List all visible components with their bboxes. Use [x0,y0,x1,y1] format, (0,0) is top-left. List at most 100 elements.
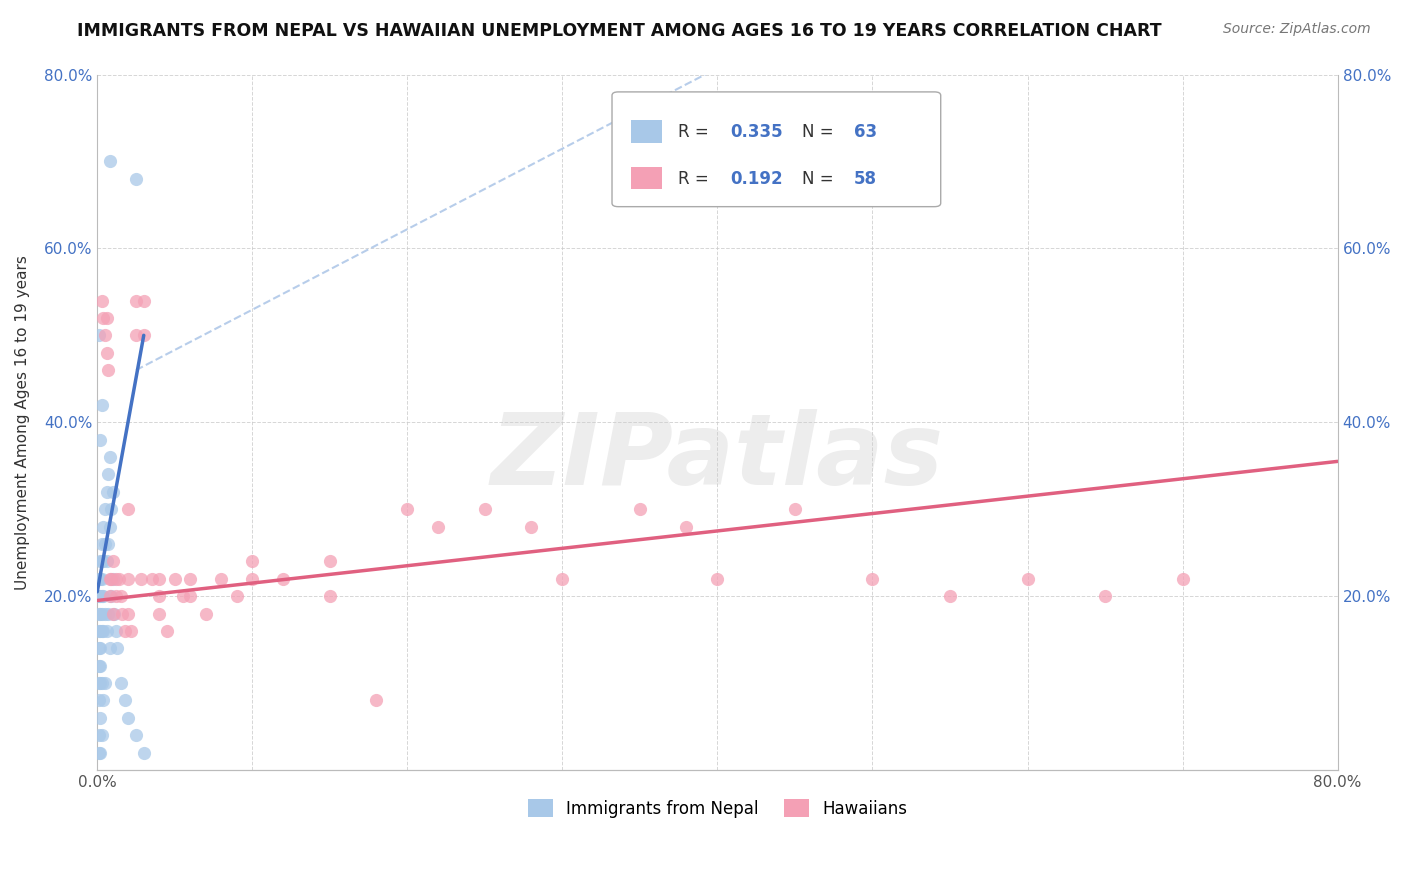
Point [90,572,112,586]
Point [117,607,139,621]
Point [862,572,884,586]
Text: N =: N = [801,123,838,141]
Point [96,554,118,568]
Point [87,658,110,673]
Point [98,641,121,656]
Point [107,641,129,656]
Point [89,746,111,760]
Point [783,502,806,516]
Point [104,589,127,603]
Point [89,554,111,568]
Point [90,398,112,412]
Bar [631,167,662,189]
Point [1094,589,1116,603]
Point [628,502,651,516]
Point [125,293,148,308]
Point [90,624,112,638]
Point [117,502,139,516]
Point [427,519,450,533]
Point [87,641,110,656]
Point [209,572,232,586]
Point [89,711,111,725]
Point [90,589,112,603]
Point [89,658,111,673]
Point [94,502,117,516]
Point [108,572,131,586]
Point [104,624,127,638]
Point [129,572,152,586]
Point [110,589,132,603]
Point [89,641,111,656]
Point [89,624,111,638]
Point [87,624,110,638]
Point [93,624,115,638]
Point [87,693,110,707]
Point [93,693,115,707]
Point [94,676,117,690]
Point [240,572,263,586]
Point [87,746,110,760]
Point [101,572,124,586]
Point [179,589,201,603]
Point [94,537,117,551]
Point [132,746,155,760]
Point [179,572,201,586]
Point [225,589,247,603]
Point [319,589,342,603]
Point [148,572,170,586]
Text: ZIPatlas: ZIPatlas [491,409,943,506]
Point [94,607,117,621]
Text: 0.335: 0.335 [730,123,783,141]
Point [96,484,118,499]
FancyBboxPatch shape [612,92,941,207]
Text: R =: R = [678,170,714,188]
Point [96,310,118,325]
Point [1017,572,1039,586]
Point [89,589,111,603]
Point [104,572,127,586]
Point [97,537,120,551]
Bar [631,120,662,143]
Point [319,554,342,568]
Point [98,589,121,603]
Point [98,450,121,464]
Point [90,607,112,621]
Point [474,502,496,516]
Legend: Immigrants from Nepal, Hawaiians: Immigrants from Nepal, Hawaiians [522,793,914,824]
Point [111,607,134,621]
Point [87,572,110,586]
Point [87,728,110,742]
Point [100,502,122,516]
Point [706,572,728,586]
Point [90,293,112,308]
Point [366,693,388,707]
Point [98,519,121,533]
Point [90,728,112,742]
Point [103,607,125,621]
Point [675,519,697,533]
Point [551,572,574,586]
Point [110,676,132,690]
Point [148,589,170,603]
Point [156,624,179,638]
Point [114,624,136,638]
Point [90,537,112,551]
Point [93,310,115,325]
Point [87,676,110,690]
Text: 0.192: 0.192 [730,170,783,188]
Point [100,572,122,586]
Y-axis label: Unemployment Among Ages 16 to 19 years: Unemployment Among Ages 16 to 19 years [15,255,30,590]
Point [520,519,543,533]
Text: R =: R = [678,123,714,141]
Point [114,693,136,707]
Point [101,484,124,499]
Point [132,328,155,343]
Point [97,467,120,482]
Point [240,554,263,568]
Point [163,572,186,586]
Text: N =: N = [801,170,838,188]
Point [117,711,139,725]
Point [94,328,117,343]
Point [100,589,122,603]
Point [98,572,121,586]
